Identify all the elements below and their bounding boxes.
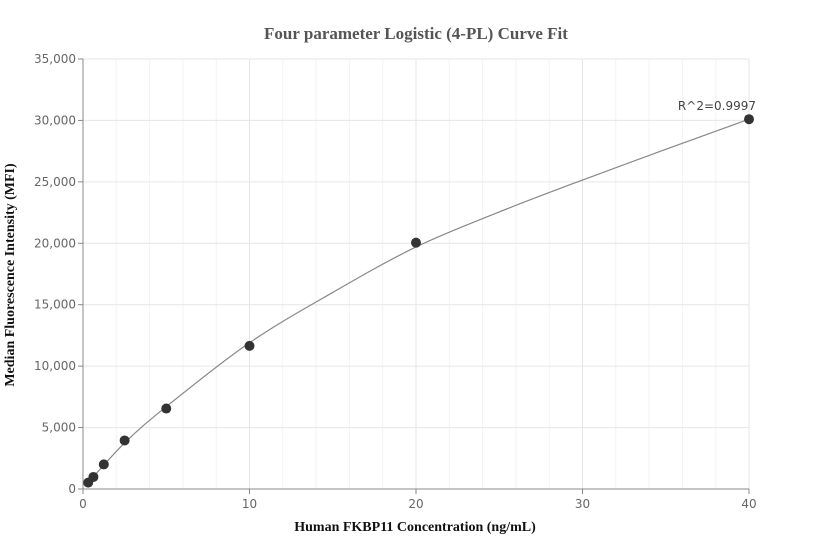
y-tick-label: 20,000	[34, 236, 76, 250]
x-tick-label: 0	[79, 497, 87, 511]
x-tick-label: 10	[242, 497, 257, 511]
data-point	[161, 403, 172, 414]
data-point	[744, 114, 754, 125]
y-tick-label: 10,000	[34, 359, 76, 373]
y-tick-label: 15,000	[34, 298, 76, 312]
y-tick-label: 0	[68, 482, 76, 496]
grid	[83, 58, 750, 489]
fit-curve-line	[87, 118, 750, 484]
y-axis-ticks: 0 5,000 10,000 15,000 20,000 25,000 30,000 35,0…	[34, 52, 83, 496]
x-axis-ticks: 0 10 20 30 40	[79, 489, 757, 511]
data-point	[119, 435, 130, 446]
data-point	[411, 237, 421, 248]
data-point	[244, 340, 255, 351]
x-tick-label: 20	[408, 497, 423, 511]
y-axis-title: Median Fluorescence Intensity (MFI)	[3, 163, 18, 387]
x-tick-label: 30	[575, 497, 590, 511]
y-tick-label: 5,000	[42, 421, 76, 435]
y-tick-label: 30,000	[34, 113, 76, 127]
r-squared-annotation: R^2=0.9997	[678, 99, 756, 113]
y-tick-label: 35,000	[34, 52, 76, 66]
x-tick-label: 40	[741, 497, 756, 511]
chart-title: Four parameter Logistic (4-PL) Curve Fit	[264, 24, 568, 43]
x-axis-title: Human FKBP11 Concentration (ng/mL)	[294, 520, 536, 535]
data-point	[88, 471, 99, 482]
data-points	[83, 114, 754, 488]
data-point	[98, 459, 109, 470]
y-tick-label: 25,000	[34, 175, 76, 189]
